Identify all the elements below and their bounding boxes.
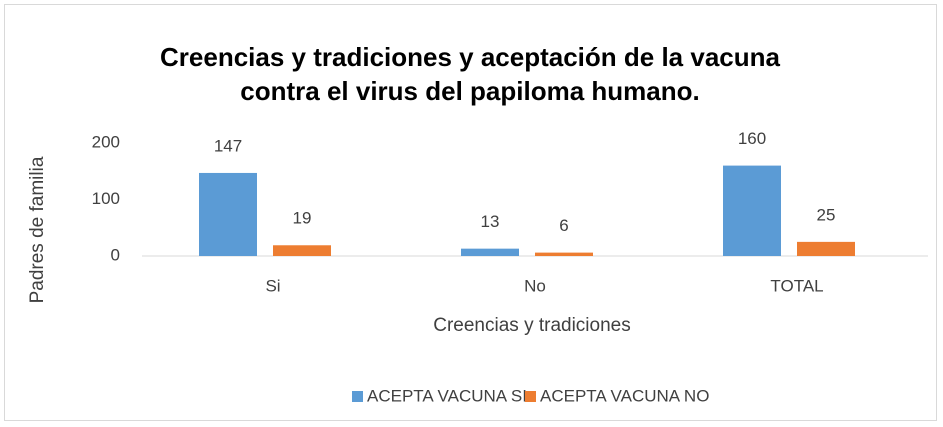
bar (723, 165, 781, 256)
chart-title: Creencias y tradiciones y aceptación de … (160, 42, 780, 106)
legend-label: ACEPTA VACUNA SI (367, 386, 527, 405)
chart-frame (4, 4, 937, 421)
data-label: 19 (293, 209, 312, 228)
data-label: 25 (817, 205, 836, 224)
legend-swatch (352, 391, 363, 402)
bar (199, 172, 257, 256)
y-tick-label: 100 (92, 189, 120, 208)
y-axis-label: Padres de familia (27, 156, 48, 303)
data-label: 147 (214, 136, 242, 155)
x-tick-label: No (524, 276, 546, 295)
x-axis-label: Creencias y tradiciones (433, 315, 630, 336)
data-label: 6 (559, 216, 568, 235)
data-label: 160 (738, 129, 766, 148)
x-tick-label: Si (265, 276, 280, 295)
data-label: 13 (481, 212, 500, 231)
y-tick-label: 0 (111, 245, 120, 264)
bar (461, 248, 519, 256)
legend-label: ACEPTA VACUNA NO (540, 386, 709, 405)
bar (273, 245, 331, 256)
y-tick-label: 200 (92, 132, 120, 151)
bar (797, 241, 855, 256)
legend-swatch (525, 391, 536, 402)
bar (535, 252, 593, 256)
x-tick-label: TOTAL (770, 276, 823, 295)
